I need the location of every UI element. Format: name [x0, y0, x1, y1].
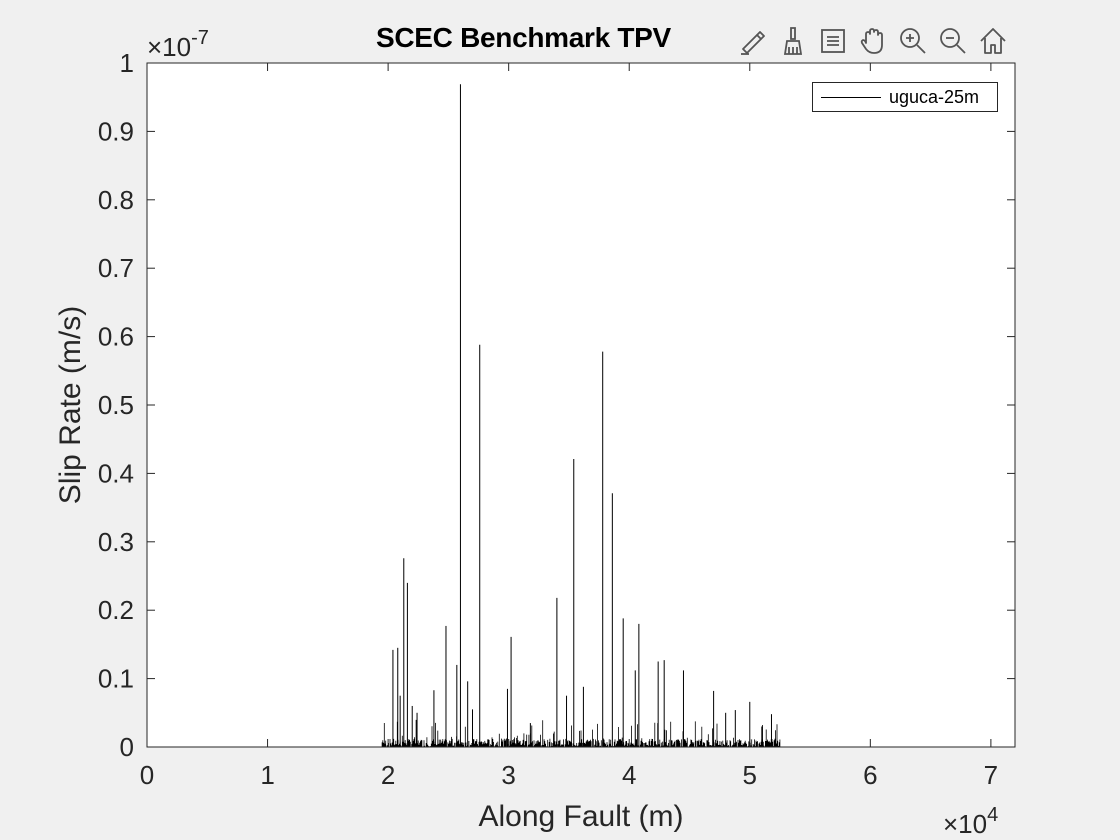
chart-title: SCEC Benchmark TPV: [376, 22, 671, 53]
brush-icon: [783, 27, 803, 55]
zoom-in-icon: [900, 28, 926, 54]
y-tick-label: 0.4: [98, 458, 134, 488]
edit-data-tip-icon: [741, 31, 765, 55]
x-tick-label: 1: [260, 760, 274, 790]
legend-list-icon: [821, 29, 845, 53]
y-tick-label: 0: [120, 732, 134, 762]
x-exponent: ×104: [943, 804, 998, 839]
y-tick-label: 0.3: [98, 527, 134, 557]
x-exponent-power: 4: [987, 804, 998, 826]
x-axis-label: Along Fault (m): [478, 800, 683, 833]
zoom-in-button[interactable]: [894, 22, 932, 60]
x-tick-label: 5: [743, 760, 757, 790]
y-tick-label: 1: [120, 48, 134, 78]
x-tick-label: 3: [501, 760, 515, 790]
y-tick-label: 0.8: [98, 185, 134, 215]
x-tick-label: 7: [984, 760, 998, 790]
pan-button[interactable]: [854, 22, 892, 60]
axes-background: [147, 63, 1015, 747]
y-exponent-power: -7: [191, 27, 209, 49]
y-exponent: ×10-7: [147, 27, 209, 62]
x-tick-label: 4: [622, 760, 636, 790]
pan-hand-icon: [860, 28, 883, 54]
zoom-out-icon: [940, 28, 966, 54]
axes-box: [146, 62, 1016, 748]
y-exponent-base: ×10: [147, 32, 191, 62]
y-tick-label: 0.6: [98, 322, 134, 352]
data-layer: [147, 84, 1015, 748]
x-exponent-base: ×10: [943, 809, 987, 839]
y-tick-label: 0.2: [98, 595, 134, 625]
data-tips-button[interactable]: [734, 22, 772, 60]
y-tick-label: 0.9: [98, 116, 134, 146]
y-axis-label: Slip Rate (m/s): [54, 306, 87, 504]
zoom-out-button[interactable]: [934, 22, 972, 60]
x-tick-label: 6: [863, 760, 877, 790]
legend-line-swatch: [821, 96, 881, 98]
y-tick-label: 0.5: [98, 390, 134, 420]
legend[interactable]: uguca-25m: [812, 82, 998, 112]
brush-data-button[interactable]: [774, 22, 812, 60]
x-tick-label: 2: [381, 760, 395, 790]
insert-legend-button[interactable]: [814, 22, 852, 60]
home-icon: [980, 28, 1006, 54]
legend-entry-label: uguca-25m: [889, 86, 980, 107]
axes-toolbar: [734, 22, 1012, 60]
y-tick-label: 0.1: [98, 664, 134, 694]
restore-view-button[interactable]: [974, 22, 1012, 60]
tick-layer: 0 1 2 3 4 5 6 7 0 0.1 0.2 0.3 0.4 0.5 0.6 0.7 0.8 0.9 1: [98, 48, 1015, 790]
x-tick-label: 0: [140, 760, 154, 790]
y-tick-label: 0.7: [98, 253, 134, 283]
